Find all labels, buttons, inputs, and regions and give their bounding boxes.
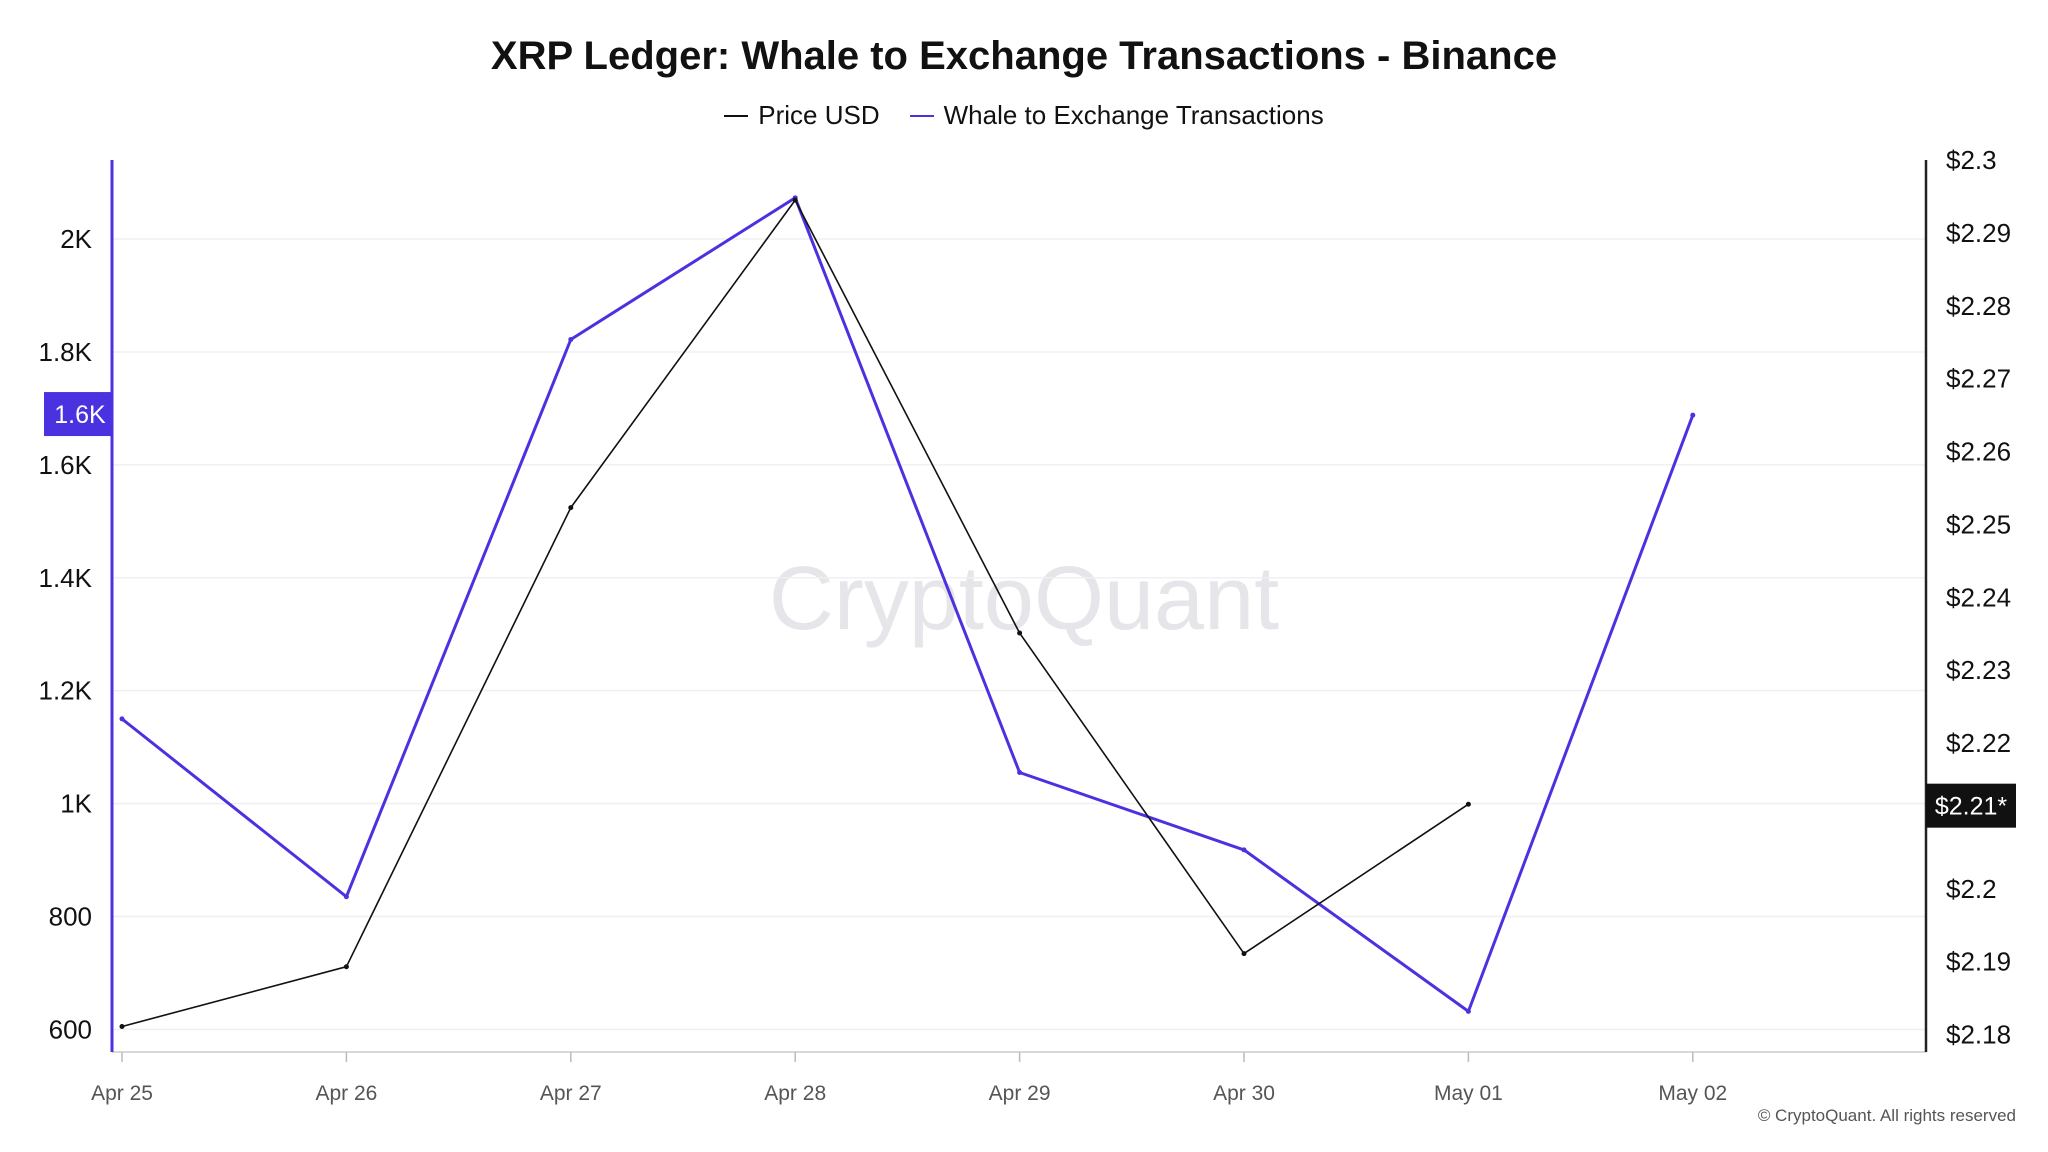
chart-title: XRP Ledger: Whale to Exchange Transactio… — [490, 34, 1558, 78]
left-tick-label-3: 1.2K — [39, 676, 93, 706]
right-tick-label-9: $2.27 — [1946, 364, 2011, 394]
whale-point-7 — [1690, 412, 1696, 418]
whale-point-2 — [568, 337, 574, 343]
right-tick-label-12: $2.3 — [1946, 145, 1997, 175]
x-tick-label-2: Apr 27 — [540, 1082, 602, 1105]
whale-point-6 — [1465, 1008, 1471, 1014]
left-tick-label-6: 1.8K — [39, 337, 93, 367]
series-line-price — [121, 199, 1469, 1028]
legend-label-price: Price USD — [758, 100, 880, 130]
left-current-badge — [44, 392, 112, 437]
price-point-5 — [1241, 951, 1247, 957]
x-tick-label-6: May 01 — [1434, 1082, 1503, 1105]
right-tick-label-10: $2.28 — [1946, 291, 2011, 321]
right-tick-label-11: $2.29 — [1946, 218, 2011, 248]
copyright-notice: © CryptoQuant. All rights reserved — [1757, 1106, 2016, 1125]
price-point-6 — [1465, 801, 1471, 807]
legend: Price USD Whale to Exchange Transactions — [0, 100, 2048, 131]
legend-swatch-whale — [909, 114, 934, 117]
whale-point-5 — [1241, 847, 1247, 853]
right-tick-label-8: $2.26 — [1946, 437, 2011, 467]
x-tick-label-5: Apr 30 — [1213, 1082, 1275, 1105]
legend-label-whale: Whale to Exchange Transactions — [943, 100, 1324, 130]
whale-point-0 — [119, 716, 125, 722]
left-tick-label-1: 800 — [49, 902, 92, 932]
right-current-badge-label: $2.21* — [1935, 793, 2008, 821]
left-current-badge-label: 1.6K — [54, 401, 106, 429]
left-tick-label-4: 1.4K — [39, 563, 93, 593]
left-tick-label-5: 1.6K — [39, 450, 93, 480]
price-point-2 — [568, 505, 574, 511]
left-tick-label-7: 2K — [60, 224, 92, 254]
legend-item-price[interactable]: Price USD — [724, 100, 880, 131]
watermark: CryptoQuant — [768, 549, 1280, 649]
price-point-3 — [792, 197, 798, 203]
series-line-whale — [121, 196, 1695, 1013]
whale-point-1 — [343, 894, 349, 900]
x-tick-label-1: Apr 26 — [315, 1082, 377, 1105]
right-tick-label-2: $2.2 — [1946, 874, 1997, 904]
right-tick-label-4: $2.22 — [1946, 728, 2011, 758]
legend-item-whale[interactable]: Whale to Exchange Transactions — [909, 100, 1324, 131]
right-tick-label-7: $2.25 — [1946, 509, 2011, 539]
price-point-0 — [119, 1023, 125, 1029]
x-tick-label-4: Apr 29 — [989, 1082, 1051, 1105]
price-point-4 — [1017, 630, 1023, 636]
x-tick-label-7: May 02 — [1658, 1082, 1727, 1105]
whale-point-4 — [1017, 770, 1023, 776]
price-point-1 — [343, 964, 349, 970]
right-tick-label-0: $2.18 — [1946, 1020, 2011, 1050]
x-tick-label-3: Apr 28 — [764, 1082, 826, 1105]
right-current-badge — [1926, 783, 2016, 828]
left-tick-label-2: 1K — [60, 789, 92, 819]
left-tick-label-0: 600 — [49, 1014, 92, 1044]
right-tick-label-6: $2.24 — [1946, 582, 2011, 612]
right-tick-label-1: $2.19 — [1946, 947, 2011, 977]
x-tick-label-0: Apr 25 — [91, 1082, 153, 1105]
legend-swatch-price — [724, 114, 749, 117]
right-tick-label-5: $2.23 — [1946, 655, 2011, 685]
